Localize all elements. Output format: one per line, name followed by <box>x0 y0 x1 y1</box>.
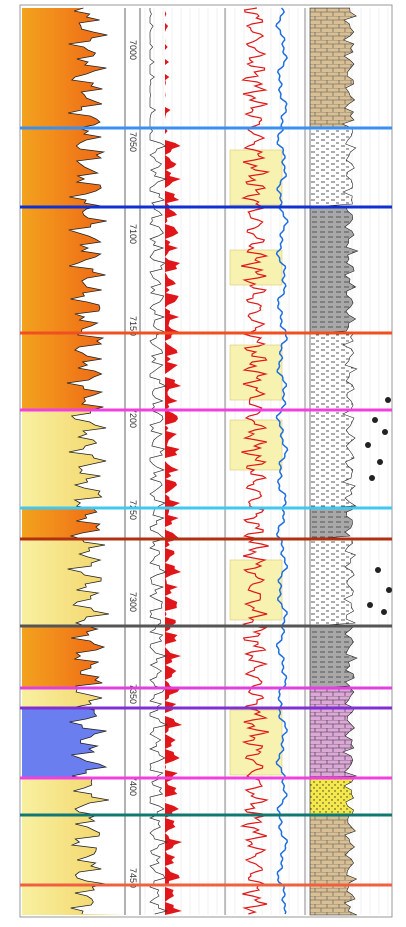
lithology <box>309 814 358 916</box>
depth-label: 7450 <box>128 868 138 888</box>
resistivity-curve <box>148 8 169 915</box>
porosity-block <box>229 249 283 286</box>
lithology <box>309 777 355 816</box>
lithology <box>309 687 357 779</box>
depth-label: 7100 <box>128 224 138 244</box>
lithology <box>309 127 357 208</box>
nodule <box>375 567 381 573</box>
nodule <box>381 609 387 615</box>
tracks: 7000 7050 7100 7150 7200 7250 7300 7350 7400 7450 <box>20 7 392 916</box>
lithology <box>309 7 357 129</box>
lithology <box>309 332 358 411</box>
nodule <box>386 587 392 593</box>
lithology <box>309 206 359 334</box>
depth-label: 7300 <box>128 592 138 612</box>
depth-label: 7200 <box>128 408 138 428</box>
porosity-block <box>229 559 283 621</box>
lithology <box>309 538 357 627</box>
gamma-curve <box>66 7 110 915</box>
nodule <box>377 459 383 465</box>
lithology <box>309 409 357 509</box>
depth-label: 7400 <box>128 776 138 796</box>
depth-label: 7000 <box>128 40 138 60</box>
depth-label: 7250 <box>128 500 138 520</box>
porosity-block <box>229 344 283 401</box>
depth-label: 7050 <box>128 132 138 152</box>
nodule <box>369 475 375 481</box>
lithology <box>309 507 356 540</box>
depth-label: 7350 <box>128 684 138 704</box>
nodule <box>372 417 378 423</box>
porosity-block <box>229 149 283 206</box>
red-curve <box>239 7 271 915</box>
nodule <box>365 442 371 448</box>
nodule <box>385 397 391 403</box>
blue-curve <box>275 7 289 915</box>
lithology <box>309 625 358 689</box>
nodule <box>367 602 373 608</box>
nodule <box>382 429 388 435</box>
depth-label: 7150 <box>128 316 138 336</box>
